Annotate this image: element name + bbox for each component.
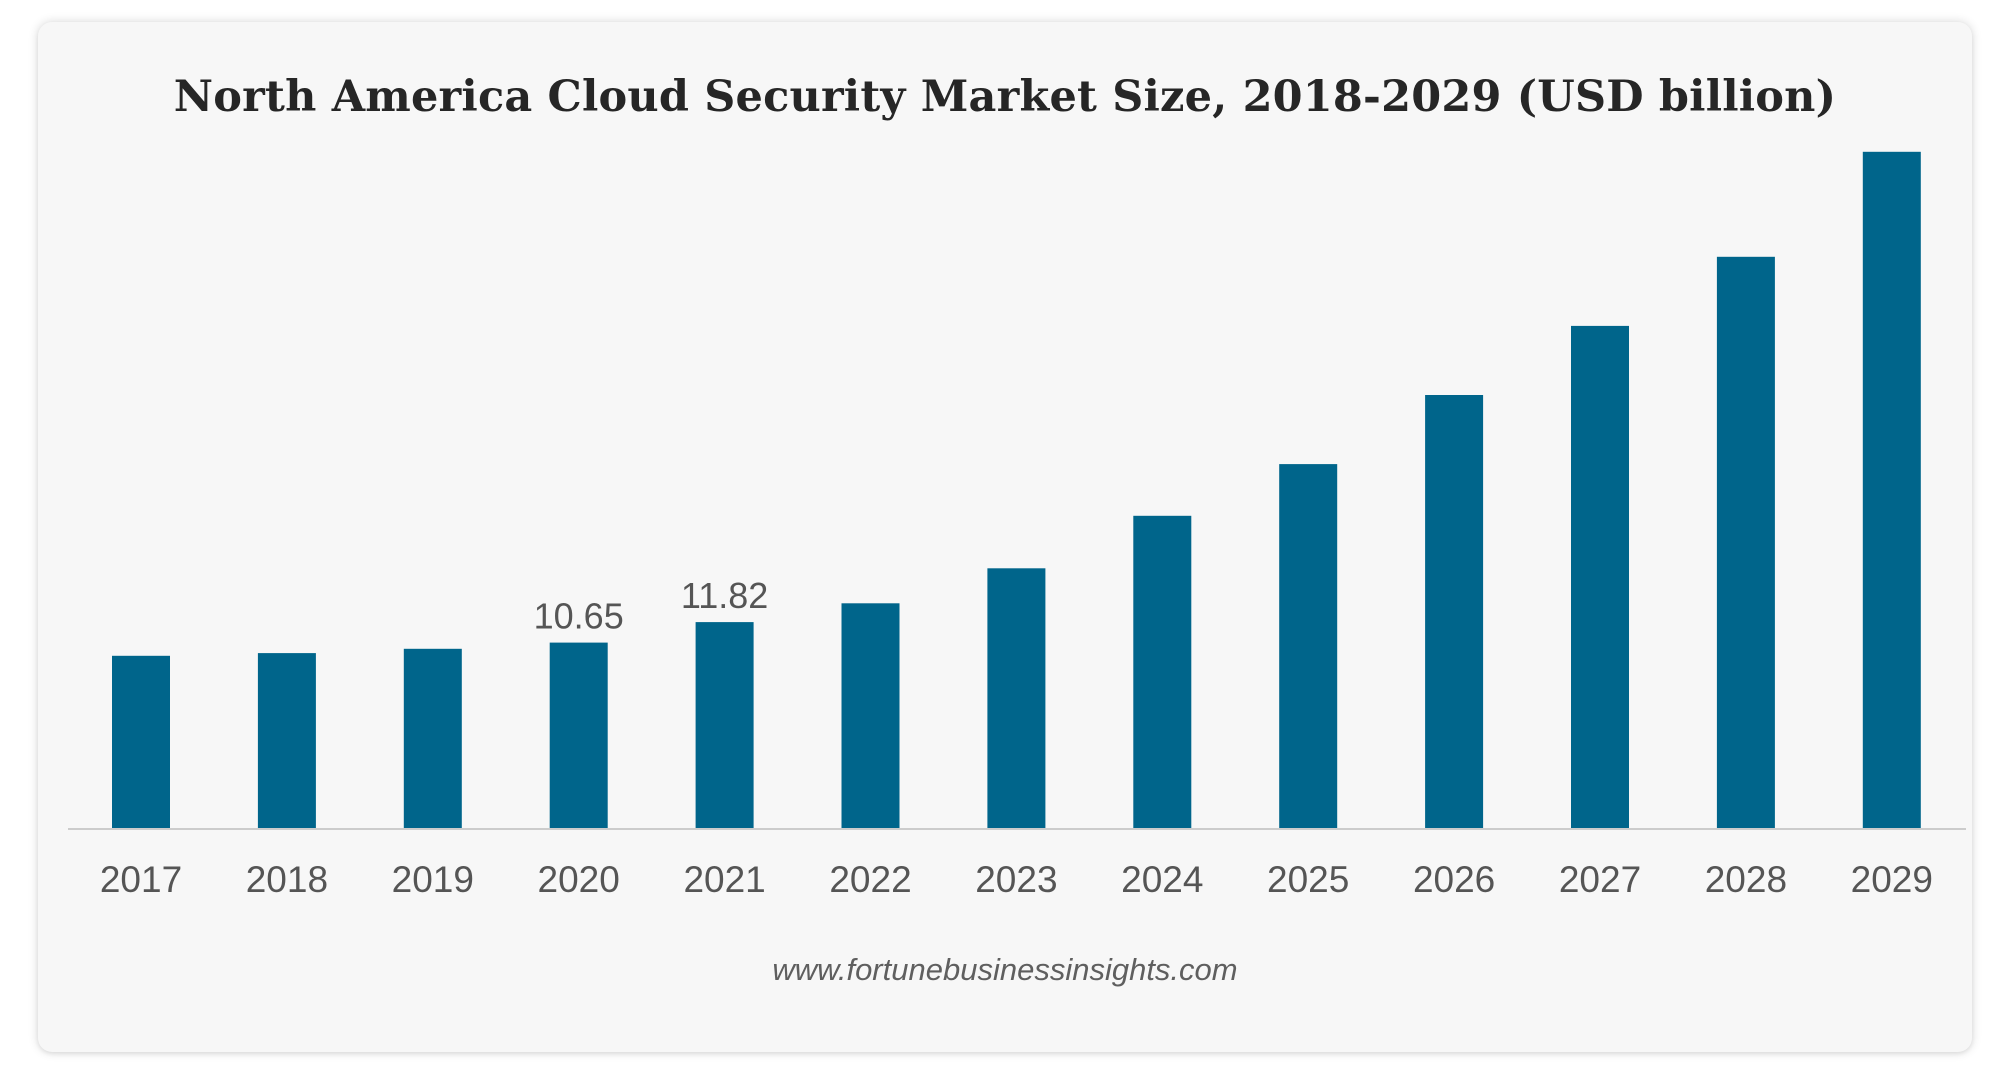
chart-title: North America Cloud Security Market Size… <box>173 72 1837 122</box>
bar-2025 <box>1279 464 1338 829</box>
bars-group <box>112 151 1921 830</box>
x-tick-label: 2029 <box>1851 859 1933 900</box>
bar-2019 <box>403 648 462 830</box>
bar-2021 <box>695 622 754 829</box>
chart-card: North America Cloud Security Market Size… <box>38 22 1972 1052</box>
bar-2017 <box>112 655 170 830</box>
bar-2022 <box>841 603 900 830</box>
x-tick-label: 2028 <box>1705 859 1787 900</box>
x-tick-label: 2020 <box>538 859 620 900</box>
x-tick-label: 2018 <box>246 859 328 900</box>
data-label-2020: 10.65 <box>534 596 624 637</box>
bar-2026 <box>1425 395 1484 829</box>
bar-2029 <box>1862 151 1921 830</box>
x-tick-label: 2024 <box>1121 859 1203 900</box>
bar-2024 <box>1133 515 1192 830</box>
x-tick-label: 2021 <box>683 859 765 900</box>
bar-2028 <box>1716 256 1775 830</box>
bar-2023 <box>987 568 1046 830</box>
x-tick-label: 2017 <box>100 859 182 900</box>
source-url: www.fortunebusinessinsights.com <box>772 952 1238 987</box>
x-tick-label: 2026 <box>1413 859 1495 900</box>
x-tick-label: 2023 <box>975 859 1057 900</box>
bar-2018 <box>257 653 316 829</box>
x-tick-label: 2027 <box>1559 859 1641 900</box>
labels-group: 2017 2018 2019 2020 10.65 2021 11.82 2022 2023 20… <box>100 575 1933 900</box>
bar-2020 <box>549 642 608 829</box>
data-label-2021: 11.82 <box>681 575 768 616</box>
x-tick-label: 2025 <box>1267 859 1349 900</box>
bar-chart: 2017 2018 2019 2020 10.65 2021 11.82 2022 2023 20… <box>68 151 1966 900</box>
bar-2027 <box>1571 325 1629 829</box>
x-tick-label: 2019 <box>392 859 474 900</box>
x-tick-label: 2022 <box>829 859 911 900</box>
